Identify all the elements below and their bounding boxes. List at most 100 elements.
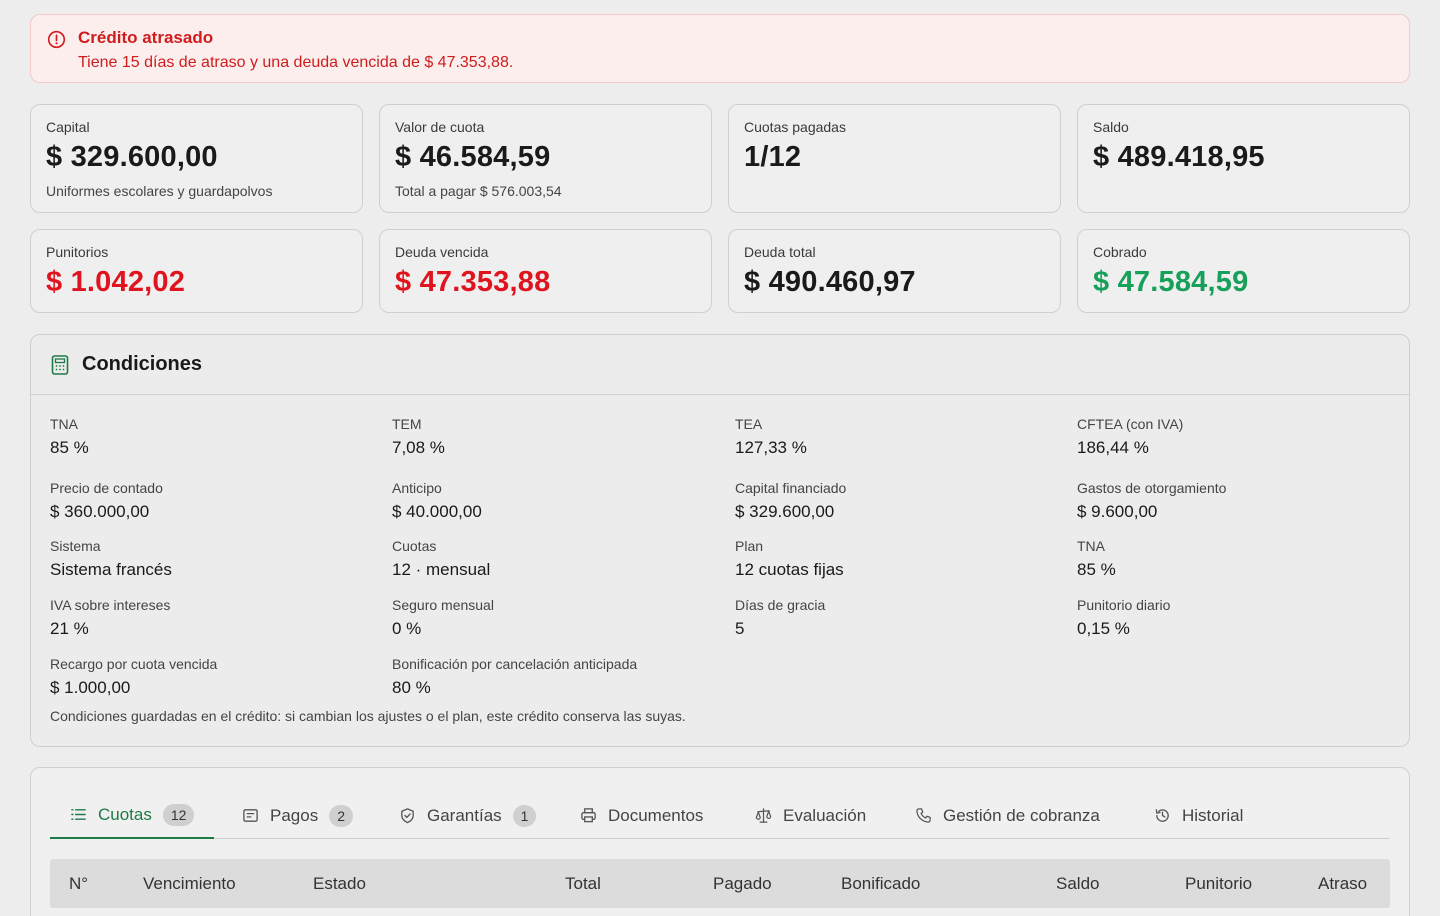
card-capital: Capital $ 329.600,00 Uniformes escolares… xyxy=(30,104,363,213)
condition-label: Sistema xyxy=(50,538,101,554)
card-label: Saldo xyxy=(1093,119,1129,135)
condition-label: TNA xyxy=(1077,538,1105,554)
condition-value: 0,15 % xyxy=(1077,619,1130,638)
card-label: Valor de cuota xyxy=(395,119,485,135)
condition-label: Días de gracia xyxy=(735,597,826,613)
conditions-panel: Condiciones TNA 85 % TEM 7,08 % TEA 127,33 … xyxy=(30,334,1410,747)
column-header[interactable]: Estado xyxy=(313,874,366,893)
condition-label: TEA xyxy=(735,416,763,432)
card-value: $ 329.600,00 xyxy=(46,141,218,173)
card-value: 1/12 xyxy=(744,141,802,173)
card-value: $ 1.042,02 xyxy=(46,266,186,298)
alert-title: Crédito atrasado xyxy=(78,28,214,47)
alert-message: Tiene 15 días de atraso y una deuda venc… xyxy=(78,54,514,71)
card-balance: Saldo $ 489.418,95 xyxy=(1077,104,1410,213)
tab-label: Documentos xyxy=(608,805,704,825)
tab-evaluacion[interactable]: Evaluación xyxy=(755,792,866,839)
tab-label: Gestión de cobranza xyxy=(943,805,1100,825)
shield-icon xyxy=(401,808,414,824)
card-label: Punitorios xyxy=(46,244,109,260)
condition-label: TEM xyxy=(392,416,422,432)
condition-field: TEA 127,33 % xyxy=(735,415,807,459)
condition-label: Seguro mensual xyxy=(392,597,494,613)
column-header[interactable]: Punitorio xyxy=(1185,874,1253,893)
condition-field: TNA 85 % xyxy=(1077,537,1116,581)
condition-label: IVA sobre intereses xyxy=(50,597,171,613)
card-sub: Uniformes escolares y guardapolvos xyxy=(46,183,273,199)
condition-value: $ 360.000,00 xyxy=(50,502,150,521)
condition-field: Cuotas 12 · mensual xyxy=(392,537,490,581)
condition-field: TNA 85 % xyxy=(50,415,89,459)
card-penalties: Punitorios $ 1.042,02 xyxy=(30,229,363,313)
card-paid-installments: Cuotas pagadas 1/12 xyxy=(728,104,1061,213)
condition-value: $ 40.000,00 xyxy=(392,502,482,521)
column-header[interactable]: Pagado xyxy=(713,874,772,893)
card-installment-value: Valor de cuota $ 46.584,59 Total a pagar… xyxy=(379,104,712,213)
column-header[interactable]: Total xyxy=(565,874,601,893)
card-value: $ 490.460,97 xyxy=(744,266,916,298)
column-header[interactable]: Bonificado xyxy=(841,874,921,893)
tab-label: Historial xyxy=(1182,805,1244,825)
card-label: Cobrado xyxy=(1093,244,1147,260)
card-label: Deuda total xyxy=(744,244,816,260)
condition-value: 186,44 % xyxy=(1077,438,1149,457)
condition-field: Capital financiado $ 329.600,00 xyxy=(735,479,846,523)
tab-label: Cuotas xyxy=(98,804,152,824)
condition-field: Bonificación por cancelación anticipada 8… xyxy=(392,655,637,699)
condition-value: 7,08 % xyxy=(392,438,445,457)
condition-field: Gastos de otorgamiento $ 9.600,00 xyxy=(1077,479,1226,523)
details-tabs-panel: Cuotas 12 Pagos 2 Garantías 1 xyxy=(30,767,1410,916)
condition-field: Precio de contado $ 360.000,00 xyxy=(50,479,163,523)
condition-field: Anticipo $ 40.000,00 xyxy=(392,479,482,523)
condition-value: 80 % xyxy=(392,678,431,697)
card-collected: Cobrado $ 47.584,59 xyxy=(1077,229,1410,313)
tab-garantias[interactable]: Garantías 1 xyxy=(399,792,537,839)
column-header[interactable]: N° xyxy=(69,874,89,893)
card-value: $ 47.584,59 xyxy=(1093,266,1249,298)
overdue-alert: Crédito atrasado Tiene 15 días de atraso… xyxy=(30,14,1410,83)
calculator-icon xyxy=(51,354,69,375)
condition-label: TNA xyxy=(50,416,78,432)
condition-label: Punitorio diario xyxy=(1077,597,1171,613)
condition-value: 12 · mensual xyxy=(392,560,491,579)
tab-label: Garantías xyxy=(427,805,502,825)
tab-label: Pagos xyxy=(270,805,319,825)
tab-badge: 2 xyxy=(329,804,353,827)
condition-label: Cuotas xyxy=(392,538,437,554)
condition-label: CFTEA (con IVA) xyxy=(1077,416,1184,432)
tab-cuotas[interactable]: Cuotas 12 xyxy=(50,792,215,839)
condition-field: Recargo por cuota vencida $ 1.000,00 xyxy=(50,655,217,699)
condition-field: Punitorio diario 0,15 % xyxy=(1077,596,1170,640)
card-label: Capital xyxy=(46,119,90,135)
tab-historial[interactable]: Historial xyxy=(1154,792,1243,839)
condition-label: Recargo por cuota vencida xyxy=(50,656,218,672)
tab-pagos[interactable]: Pagos 2 xyxy=(242,792,353,839)
printer-icon xyxy=(581,808,596,823)
condition-value: Sistema francés xyxy=(50,560,172,579)
receipt-icon xyxy=(243,809,258,822)
condition-label: Bonificación por cancelación anticipada xyxy=(392,656,638,672)
condition-value: $ 1.000,00 xyxy=(50,678,131,697)
condition-value: 5 xyxy=(735,619,745,638)
conditions-note: Condiciones guardadas en el crédito: si … xyxy=(50,708,686,724)
card-value: $ 489.418,95 xyxy=(1093,141,1265,173)
phone-icon xyxy=(916,808,931,823)
condition-field: CFTEA (con IVA) 186,44 % xyxy=(1077,415,1183,459)
condition-field: Días de gracia 5 xyxy=(735,596,825,640)
condition-value: 21 % xyxy=(50,619,89,638)
scale-icon xyxy=(755,808,772,823)
column-header[interactable]: Atraso xyxy=(1318,874,1368,893)
condition-label: Plan xyxy=(735,538,764,554)
column-header[interactable]: Saldo xyxy=(1056,874,1100,893)
condition-value: 85 % xyxy=(1077,560,1116,579)
condition-field: Seguro mensual 0 % xyxy=(392,596,494,640)
condition-field: Sistema Sistema francés xyxy=(50,537,172,581)
card-value: $ 46.584,59 xyxy=(395,141,551,173)
column-header[interactable]: Vencimiento xyxy=(143,874,236,893)
condition-label: Gastos de otorgamiento xyxy=(1077,480,1227,496)
tab-gestion-cobranza[interactable]: Gestión de cobranza xyxy=(915,792,1100,839)
installments-table-header: N° Vencimiento Estado Total Pagado Bonif… xyxy=(50,859,1390,908)
tab-documentos[interactable]: Documentos xyxy=(580,792,703,839)
card-label: Deuda vencida xyxy=(395,244,489,260)
list-icon xyxy=(71,809,86,820)
